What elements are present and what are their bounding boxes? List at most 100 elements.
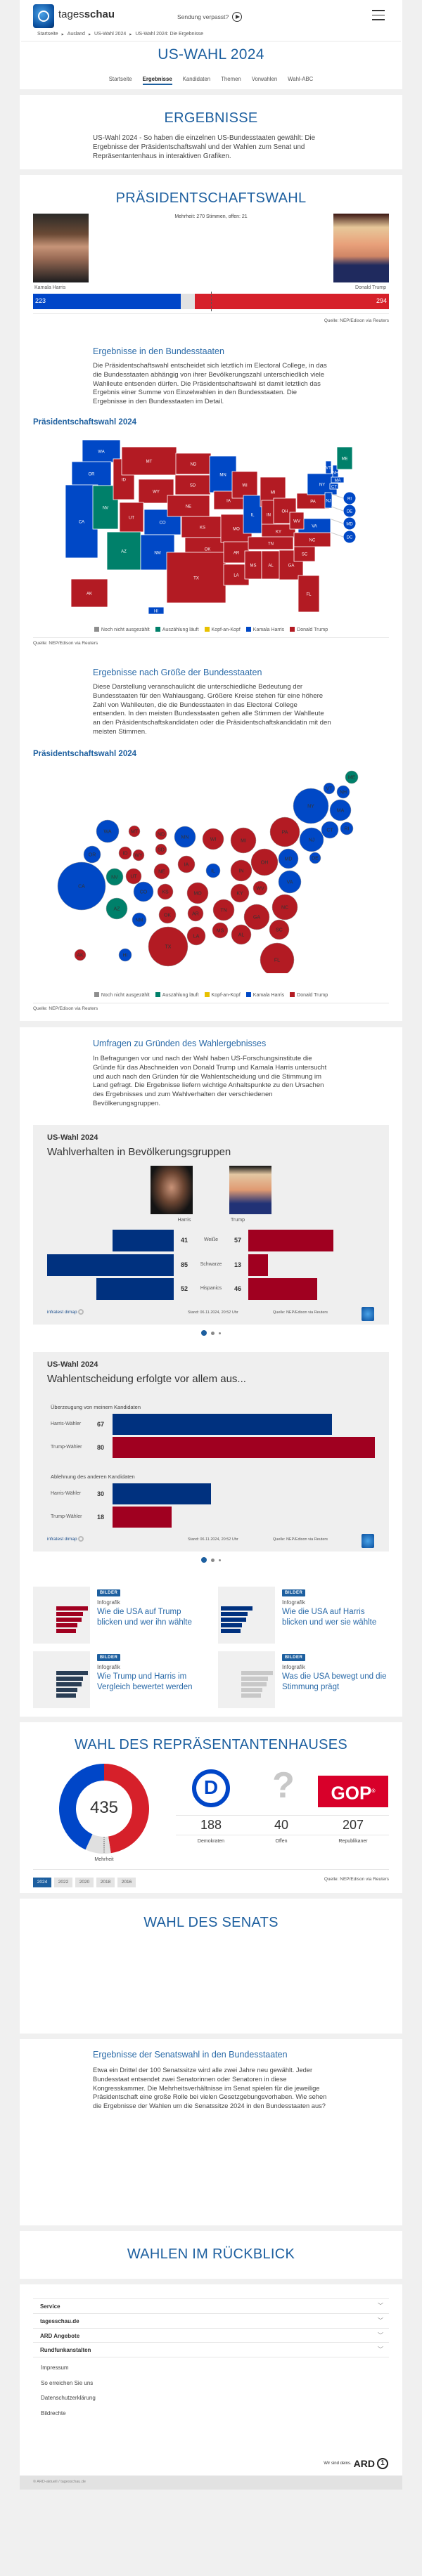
- state-fl[interactable]: [298, 575, 320, 613]
- footer-accordion-item[interactable]: ARD Angebote ﹀: [33, 2327, 389, 2343]
- bubble-ia[interactable]: [177, 855, 196, 873]
- footer-accordion-item[interactable]: Service ﹀: [33, 2298, 389, 2313]
- state-size-bubble-map[interactable]: ME VT NH NY MA WA MT ND MN WI MI PA NJ CT RI OR ID WY SD IA…: [28, 766, 394, 973]
- footer-link[interactable]: Impressum: [41, 2364, 69, 2371]
- subnav-item[interactable]: Wahl-ABC: [288, 76, 314, 82]
- state-nd[interactable]: [175, 453, 212, 475]
- state-al[interactable]: [261, 550, 281, 580]
- bubble-md[interactable]: [278, 848, 299, 869]
- carousel-dot[interactable]: [201, 1330, 207, 1336]
- bubble-ks[interactable]: [157, 883, 174, 900]
- subnav-item[interactable]: Kandidaten: [182, 76, 211, 82]
- bubble-ma[interactable]: [329, 799, 352, 821]
- bubble-hi[interactable]: [118, 948, 132, 962]
- bubble-tn[interactable]: [212, 899, 235, 921]
- state-sd[interactable]: [174, 474, 211, 495]
- bubble-ca[interactable]: [57, 861, 106, 911]
- year-button-2016[interactable]: 2016: [117, 1878, 136, 1887]
- carousel-pagination[interactable]: [20, 1330, 402, 1336]
- bubble-ms[interactable]: [212, 922, 229, 939]
- brand-name[interactable]: tagesschau: [58, 8, 115, 20]
- state-ks[interactable]: [181, 516, 224, 538]
- bubble-wv[interactable]: [252, 880, 268, 896]
- state-il[interactable]: [243, 495, 262, 534]
- bubble-mo[interactable]: [186, 882, 209, 904]
- bubble-al[interactable]: [231, 924, 252, 945]
- year-button-2024[interactable]: 2024: [33, 1878, 51, 1887]
- bubble-co[interactable]: [133, 881, 154, 902]
- state-ms[interactable]: [244, 550, 262, 580]
- hamburger-menu-icon[interactable]: [372, 10, 385, 20]
- footer-accordion-item[interactable]: tagesschau.de ﹀: [33, 2312, 389, 2328]
- footer-link[interactable]: So erreichen Sie uns: [41, 2379, 94, 2386]
- bubble-il[interactable]: [205, 863, 221, 878]
- year-button-2020[interactable]: 2020: [75, 1878, 94, 1887]
- bubble-va[interactable]: [278, 870, 302, 894]
- footer-link[interactable]: Datenschutzerklärung: [41, 2395, 96, 2402]
- state-de[interactable]: [343, 505, 356, 517]
- bubble-ct[interactable]: [321, 821, 339, 839]
- state-ut[interactable]: [119, 502, 144, 533]
- breadcrumb-item[interactable]: US-Wahl 2024: [94, 32, 127, 37]
- footer-link[interactable]: Bildrechte: [41, 2409, 66, 2416]
- bubble-tx[interactable]: [148, 926, 188, 967]
- teaser-link[interactable]: BILDER Infografik Wie Trump und Harris im …: [33, 1651, 209, 1709]
- state-mt[interactable]: [121, 446, 177, 476]
- state-az[interactable]: [106, 531, 141, 571]
- subnav-item[interactable]: Themen: [221, 76, 241, 82]
- bubble-mn[interactable]: [174, 826, 196, 848]
- poll-chart-population-groups[interactable]: US-Wahl 2024 Wahlverhalten in Bevölkerun…: [33, 1125, 389, 1325]
- carousel-dot[interactable]: [211, 1558, 215, 1562]
- year-button-2022[interactable]: 2022: [54, 1878, 72, 1887]
- bubble-sc[interactable]: [269, 919, 290, 940]
- us-results-map[interactable]: WA OR CA NV ID MT WY UT AZ CO NM ND SD NE KS OK TX MN IA MO…: [28, 432, 394, 622]
- state-me[interactable]: [336, 446, 353, 470]
- bubble-or[interactable]: [83, 845, 101, 864]
- carousel-dot[interactable]: [211, 1331, 215, 1335]
- state-tx[interactable]: [166, 552, 226, 604]
- state-wi[interactable]: [231, 471, 258, 499]
- bubble-ar[interactable]: [187, 905, 204, 922]
- bubble-de[interactable]: [309, 852, 321, 864]
- bubble-ny[interactable]: [293, 788, 329, 824]
- bubble-ga[interactable]: [243, 904, 270, 930]
- bubble-az[interactable]: [106, 897, 128, 920]
- breadcrumb-item[interactable]: Startseite: [37, 32, 58, 37]
- carousel-dot[interactable]: [219, 1332, 221, 1334]
- bubble-in[interactable]: [230, 859, 252, 882]
- bubble-nc[interactable]: [271, 894, 298, 921]
- state-dc[interactable]: [343, 531, 356, 543]
- teaser-link[interactable]: BILDER Infografik Wie die USA auf Trump bl…: [33, 1587, 209, 1644]
- bubble-ri[interactable]: [340, 821, 354, 835]
- state-ne[interactable]: [167, 495, 210, 517]
- state-wy[interactable]: [138, 479, 174, 504]
- teaser-link[interactable]: BILDER Infografik Wie die USA auf Harris b…: [218, 1587, 394, 1644]
- state-wv[interactable]: [289, 512, 305, 530]
- bubble-mi[interactable]: [230, 827, 257, 854]
- state-vt[interactable]: [325, 460, 332, 474]
- bubble-wa[interactable]: [96, 819, 120, 843]
- carousel-pagination[interactable]: [20, 1557, 402, 1563]
- state-nj[interactable]: [324, 492, 333, 509]
- breadcrumb-item[interactable]: Ausland: [67, 32, 85, 37]
- bubble-nj[interactable]: [299, 827, 324, 852]
- bubble-mt[interactable]: [128, 825, 141, 838]
- bubble-ky[interactable]: [230, 883, 250, 903]
- year-button-2018[interactable]: 2018: [96, 1878, 115, 1887]
- state-hi[interactable]: [148, 606, 165, 615]
- bubble-wi[interactable]: [202, 828, 224, 850]
- bubble-la[interactable]: [186, 926, 206, 946]
- subnav-item[interactable]: Startseite: [108, 76, 132, 82]
- bubble-pa[interactable]: [269, 817, 300, 847]
- bubble-ut[interactable]: [125, 868, 142, 885]
- bubble-ok[interactable]: [158, 906, 177, 924]
- state-md[interactable]: [343, 517, 356, 530]
- bubble-nv[interactable]: [106, 868, 124, 886]
- tagesschau-logo[interactable]: [33, 4, 54, 28]
- bubble-nm[interactable]: [132, 912, 147, 928]
- bubble-oh[interactable]: [250, 848, 279, 876]
- state-ak[interactable]: [70, 578, 108, 608]
- carousel-dot[interactable]: [219, 1559, 221, 1561]
- footer-accordion-item[interactable]: Rundfunkanstalten ﹀: [33, 2342, 389, 2357]
- missed-show-link[interactable]: Sendung verpasst?: [177, 12, 243, 22]
